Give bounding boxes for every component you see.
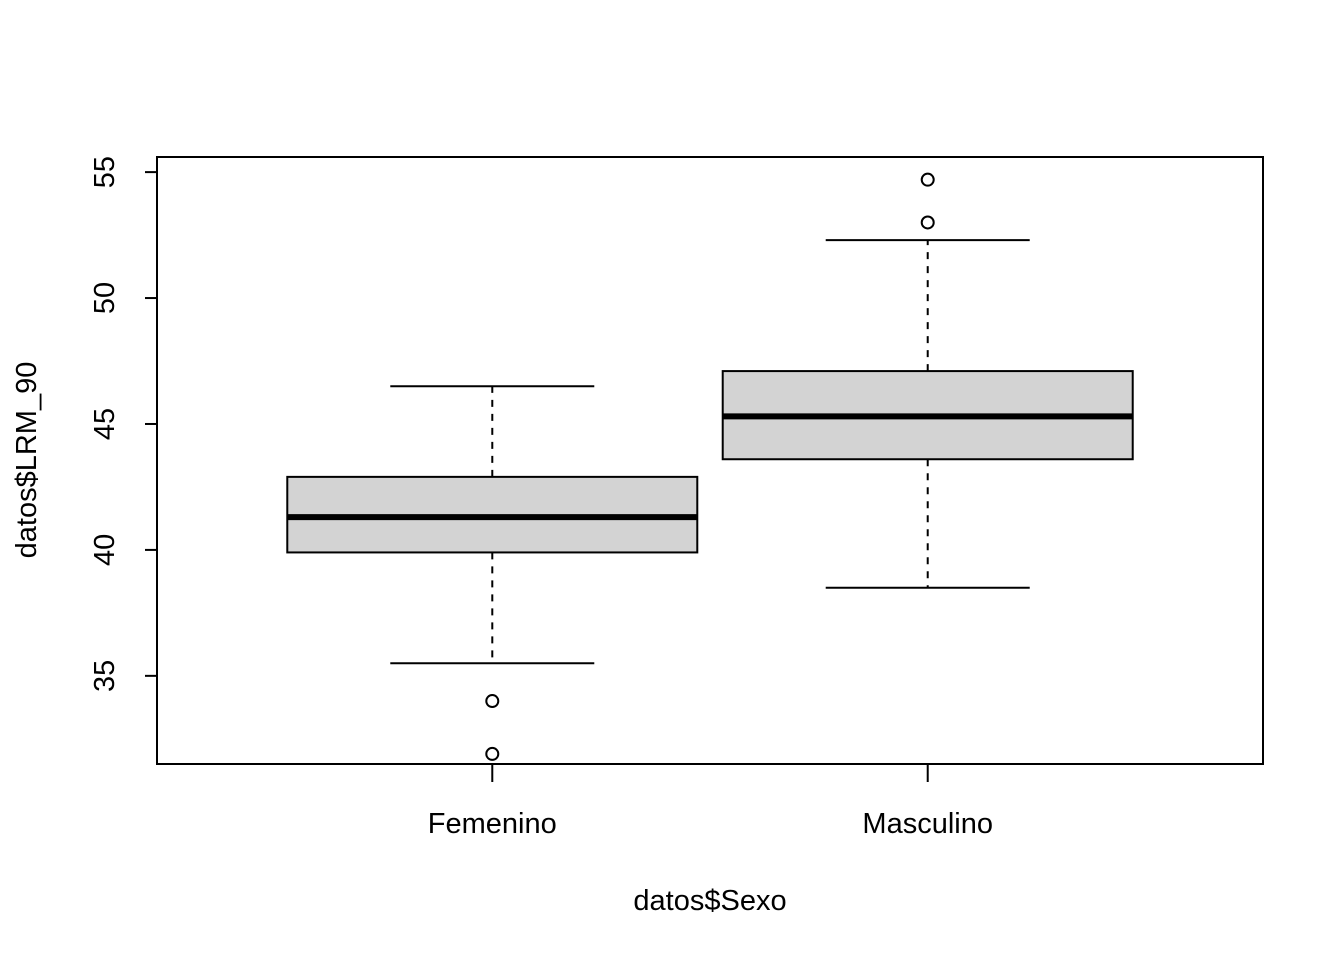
y-axis-title: datos$LRM_90 bbox=[11, 362, 43, 559]
y-tick-label: 35 bbox=[89, 660, 121, 692]
x-axis-title: datos$Sexo bbox=[633, 885, 786, 917]
y-tick-label: 40 bbox=[89, 534, 121, 566]
x-tick-label: Femenino bbox=[428, 808, 557, 840]
outlier-point bbox=[485, 694, 500, 709]
outlier-point bbox=[920, 215, 935, 230]
outlier-point bbox=[920, 172, 935, 187]
y-tick-label: 50 bbox=[89, 282, 121, 314]
box-group-masculino bbox=[721, 172, 1134, 589]
outlier-point bbox=[485, 746, 500, 761]
x-axis: Femenino Masculino bbox=[428, 764, 993, 840]
x-tick-label: Masculino bbox=[862, 808, 993, 840]
box-group-femenino bbox=[286, 385, 699, 761]
y-tick-label: 55 bbox=[89, 156, 121, 188]
y-axis: 35 40 45 50 55 bbox=[89, 156, 157, 692]
y-tick-label: 45 bbox=[89, 408, 121, 440]
plot-frame bbox=[156, 156, 1264, 765]
chart-marks bbox=[286, 172, 1134, 761]
